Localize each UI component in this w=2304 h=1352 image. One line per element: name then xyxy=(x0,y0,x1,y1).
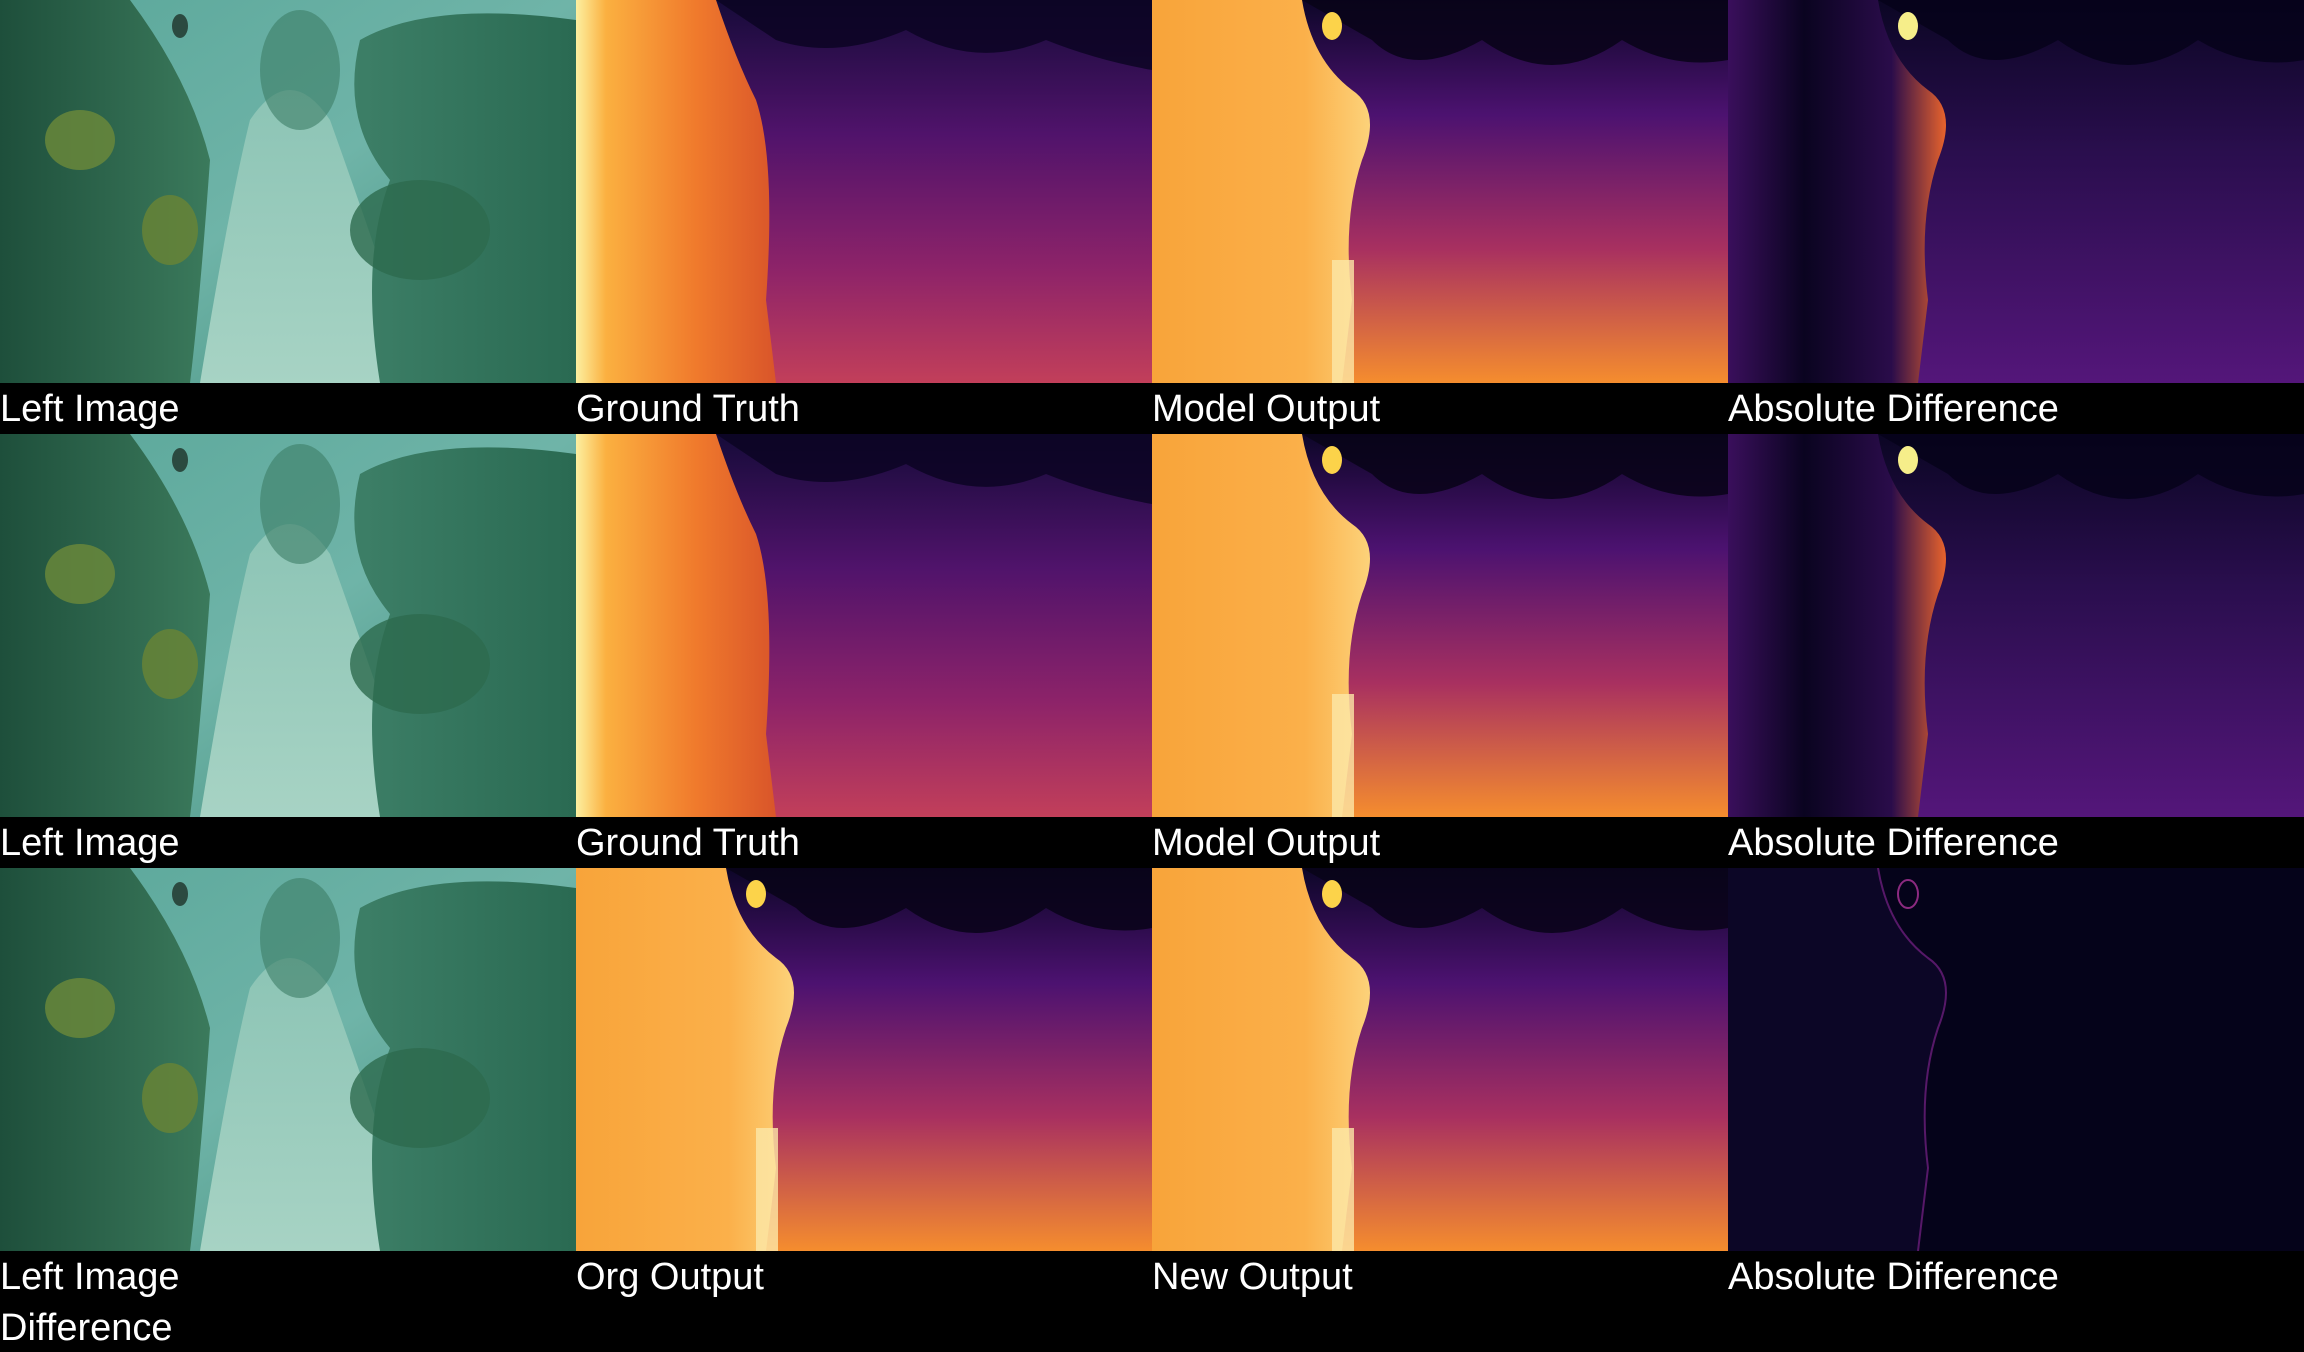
absolute-difference-cell: Absolute Difference xyxy=(1728,868,2304,1302)
absolute-difference-cell: Absolute Difference xyxy=(1728,434,2304,868)
absolute-difference-map xyxy=(1728,0,2304,383)
panel-label: Absolute Difference xyxy=(1728,388,2059,430)
panel-label: Org Output xyxy=(576,1256,764,1298)
ground-truth-cell: Ground Truth xyxy=(576,0,1152,434)
footer-label: Difference xyxy=(0,1307,173,1349)
panel-label: New Output xyxy=(1152,1256,1353,1298)
absolute-difference-map xyxy=(1728,434,2304,817)
underwater-photo xyxy=(0,868,576,1251)
panel-label: Model Output xyxy=(1152,822,1381,864)
panel-label: Left Image xyxy=(0,822,180,864)
panel-label: Left Image xyxy=(0,1256,180,1298)
absolute-difference-cell: Absolute Difference xyxy=(1728,0,2304,434)
result-row-3: Left Image Org Output xyxy=(0,868,2304,1302)
org-output-depth-map xyxy=(576,868,1152,1251)
left-image-cell: Left Image xyxy=(0,434,576,868)
model-output-cell: Model Output xyxy=(1152,434,1728,868)
left-image-cell: Left Image xyxy=(0,0,576,434)
model-output-depth-map xyxy=(1152,434,1728,817)
model-output-cell: Model Output xyxy=(1152,0,1728,434)
new-output-cell: New Output xyxy=(1152,868,1728,1302)
ground-truth-cell: Ground Truth xyxy=(576,434,1152,868)
ground-truth-depth-map xyxy=(576,0,1152,383)
model-output-depth-map xyxy=(1152,0,1728,383)
panel-label: Absolute Difference xyxy=(1728,1256,2059,1298)
panel-label: Ground Truth xyxy=(576,822,800,864)
result-row-2: Left Image Ground Truth xyxy=(0,434,2304,868)
panel-label: Left Image xyxy=(0,388,180,430)
org-output-cell: Org Output xyxy=(576,868,1152,1302)
left-image-cell: Left Image xyxy=(0,868,576,1302)
result-row-1: Left Image Ground Truth xyxy=(0,0,2304,434)
panel-label: Model Output xyxy=(1152,388,1381,430)
panel-label: Absolute Difference xyxy=(1728,822,2059,864)
ground-truth-depth-map xyxy=(576,434,1152,817)
underwater-photo xyxy=(0,0,576,383)
underwater-photo xyxy=(0,434,576,817)
new-output-depth-map xyxy=(1152,868,1728,1251)
panel-label: Ground Truth xyxy=(576,388,800,430)
absolute-difference-map xyxy=(1728,868,2304,1251)
